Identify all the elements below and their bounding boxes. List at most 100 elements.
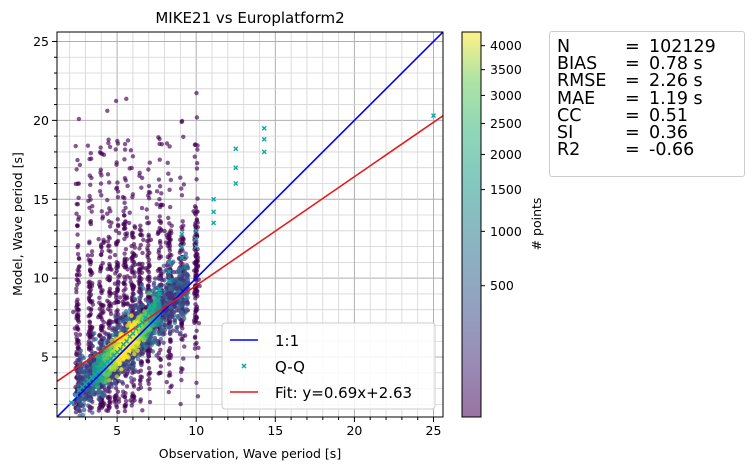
scatter-point: [106, 395, 111, 401]
scatter-point: [146, 352, 152, 357]
scatter-point: [80, 392, 85, 398]
scatter-point: [133, 368, 138, 373]
qq-point: [68, 400, 74, 406]
colorbar-tick-label: 2500: [490, 116, 522, 131]
scatter-point: [108, 266, 113, 272]
legend-box: [221, 322, 436, 410]
scatter-point: [114, 265, 119, 271]
scatter-point: [76, 265, 82, 270]
scatter-point: [194, 316, 199, 321]
scatter-point: [179, 119, 184, 125]
scatter-point: [75, 307, 81, 312]
scatter-point: [98, 266, 103, 272]
scatter-point: [144, 333, 150, 338]
y-axis: 5 10 15 20 25: [33, 34, 57, 405]
qq-point: [233, 165, 239, 171]
scatter-point: [108, 365, 114, 370]
stat-key: MAE: [557, 88, 596, 109]
scatter-point: [180, 219, 185, 224]
scatter-point: [122, 274, 127, 279]
qq-marker-stroke: [117, 346, 123, 352]
scatter-point: [146, 220, 152, 226]
qq-point: [147, 307, 153, 313]
stat-equals: =: [625, 54, 640, 75]
scatter-point: [178, 401, 183, 407]
stat-value: 0.36: [649, 123, 688, 143]
scatter-point: [192, 241, 197, 247]
scatter-point: [85, 253, 91, 258]
qq-point: [193, 244, 199, 250]
scatter-point: [195, 394, 201, 399]
scatter-point: [89, 390, 95, 396]
chart-title: MIKE21 vs Europlatform2: [155, 9, 344, 27]
scatter-point: [74, 303, 80, 308]
qq-marker-stroke: [139, 319, 145, 325]
qq-marker-stroke: [211, 196, 217, 202]
scatter-point: [121, 288, 126, 293]
scatter-point: [105, 211, 110, 216]
scatter-point: [98, 403, 104, 408]
scatter-point: [129, 243, 134, 249]
scatter-point: [88, 150, 94, 156]
scatter-point: [99, 252, 104, 258]
scatter-point: [98, 375, 104, 380]
scatter-point: [88, 311, 93, 317]
scatter-point: [125, 183, 130, 189]
stat-equals: =: [625, 88, 640, 109]
scatter-point: [105, 243, 111, 249]
scatter-point: [107, 370, 113, 376]
scatter-point: [123, 219, 128, 224]
scatter-point: [167, 320, 173, 325]
scatter-point: [175, 324, 180, 330]
scatter-point: [177, 305, 182, 310]
scatter-point: [145, 246, 150, 251]
x-axis: 5 10 15 20 25: [69, 417, 441, 438]
scatter-point: [77, 357, 82, 362]
scatter-point: [126, 220, 132, 226]
scatter-point: [89, 252, 95, 258]
scatter-point: [156, 256, 162, 261]
scatter-point: [183, 281, 188, 287]
scatter-point: [96, 358, 102, 363]
scatter-point: [82, 369, 87, 375]
scatter-point: [99, 173, 104, 178]
scatter-point: [166, 273, 172, 279]
scatter-point: [120, 356, 126, 361]
scatter-point: [98, 167, 104, 172]
qq-point: [431, 113, 437, 119]
colorbar-frame: [461, 31, 482, 418]
scatter-point: [138, 397, 143, 402]
scatter-point: [78, 369, 84, 375]
scatter-point: [147, 386, 152, 392]
scatter-point: [195, 196, 200, 201]
scatter-point: [116, 230, 122, 236]
colorbar-tick-label: 1500: [490, 182, 522, 197]
scatter-point: [121, 209, 126, 214]
scatter-point: [74, 211, 79, 216]
scatter-point: [76, 116, 82, 122]
scatter-point: [139, 185, 144, 190]
scatter-point: [180, 248, 185, 253]
scatter-point: [97, 189, 103, 194]
scatter-point: [158, 357, 163, 362]
scatter-point: [132, 274, 137, 279]
scatter-point: [193, 271, 198, 277]
scatter-point: [158, 336, 164, 342]
scatter-point: [75, 326, 80, 331]
scatter-point: [193, 220, 198, 226]
qq-marker-stroke: [130, 330, 136, 336]
scatter-point: [99, 323, 104, 329]
scatter-point: [166, 241, 171, 246]
scatter-point: [196, 321, 202, 326]
scatter-point: [74, 272, 80, 277]
scatter-point: [162, 278, 167, 283]
qq-point: [179, 244, 185, 250]
scatter-point: [139, 362, 144, 368]
stat-row: RMSE = 2.26 s: [557, 73, 703, 91]
scatter-point: [174, 328, 180, 334]
scatter-point: [104, 388, 109, 393]
scatter-point: [179, 310, 185, 316]
scatter-point: [77, 413, 82, 417]
scatter-point: [181, 356, 186, 361]
